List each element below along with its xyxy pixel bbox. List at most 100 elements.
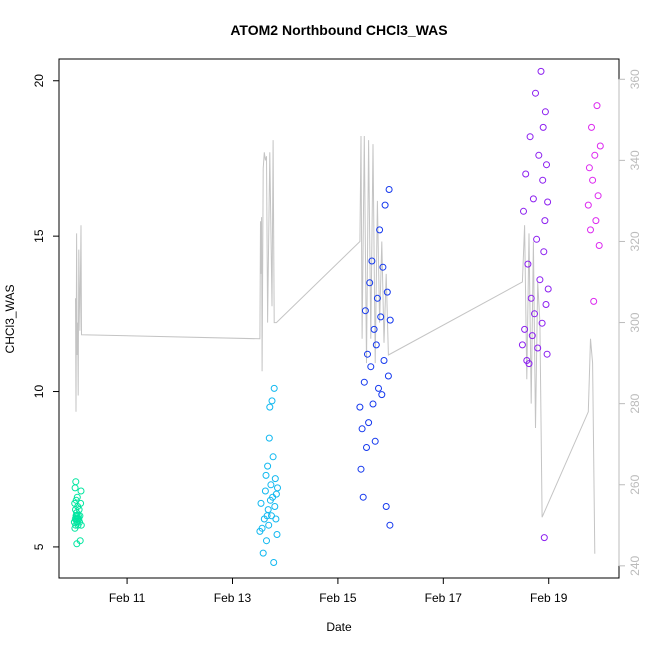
data-point <box>370 325 378 333</box>
y2-tick-label: 360 <box>628 69 642 89</box>
x-tick-label: Feb 11 <box>109 591 146 605</box>
x-tick-label: Feb 15 <box>319 591 357 605</box>
data-point <box>383 288 391 296</box>
data-point <box>372 341 380 349</box>
data-point <box>72 478 80 486</box>
data-point <box>534 344 542 352</box>
data-point <box>381 201 389 209</box>
y2-tick-label: 300 <box>628 312 642 332</box>
data-point <box>357 465 365 473</box>
scatter-series-5 <box>584 102 604 305</box>
data-point <box>366 279 374 287</box>
data-point <box>380 357 388 364</box>
data-point <box>520 207 527 215</box>
data-point <box>266 403 274 411</box>
data-point <box>271 503 279 510</box>
data-point <box>539 123 547 131</box>
data-point <box>382 503 390 510</box>
data-point <box>361 307 369 315</box>
data-point <box>268 397 276 405</box>
data-point <box>585 164 593 172</box>
data-point <box>540 534 548 542</box>
data-point <box>543 350 551 358</box>
data-point <box>77 487 85 495</box>
data-point <box>529 195 537 203</box>
data-point <box>584 201 592 209</box>
data-point <box>263 537 270 545</box>
data-point <box>358 425 366 433</box>
data-point <box>360 378 368 386</box>
data-point <box>274 484 281 492</box>
data-point <box>262 471 270 479</box>
data-point <box>540 248 548 256</box>
data-point <box>77 521 85 529</box>
axes-layer: Feb 11 Feb 13 Feb 15 Feb 17 Feb 19 5 10 15 20 240… <box>32 58 642 605</box>
data-point <box>264 506 272 514</box>
chart-title: ATOM2 Northbound CHCl3_WAS <box>230 22 447 38</box>
data-point <box>258 524 266 532</box>
y2-tick-label: 240 <box>628 556 642 576</box>
data-point <box>386 521 394 529</box>
data-point <box>526 133 534 141</box>
data-point <box>379 263 387 271</box>
data-point <box>538 319 546 327</box>
data-point <box>272 515 280 523</box>
points-layer <box>70 67 604 566</box>
data-point <box>265 434 273 442</box>
y2-tick-label: 340 <box>628 150 642 170</box>
data-point <box>533 235 541 243</box>
data-point <box>536 276 544 284</box>
data-point <box>364 350 371 358</box>
data-point <box>261 487 269 495</box>
data-point <box>541 108 549 116</box>
data-point <box>531 310 538 318</box>
data-point <box>521 325 529 333</box>
data-point <box>386 316 394 324</box>
data-point <box>589 176 597 184</box>
data-point <box>518 341 526 349</box>
data-point <box>375 384 382 392</box>
data-point <box>273 531 281 538</box>
data-point <box>596 142 604 150</box>
data-point <box>356 403 364 411</box>
data-point <box>76 512 84 520</box>
data-point <box>267 481 275 489</box>
data-point <box>535 151 543 159</box>
data-point <box>384 372 392 380</box>
scatter-series-2 <box>256 384 281 566</box>
data-point <box>539 176 547 184</box>
y-tick-label: 5 <box>32 543 46 550</box>
data-point <box>588 123 595 131</box>
data-point <box>544 198 552 206</box>
data-point <box>373 294 381 302</box>
data-point <box>264 462 272 470</box>
data-point <box>544 285 552 293</box>
scatter-series-4 <box>518 67 552 542</box>
y2-tick-label: 280 <box>628 393 642 413</box>
data-point <box>270 559 278 566</box>
data-point <box>365 419 373 427</box>
data-point <box>265 521 273 529</box>
data-point <box>75 515 83 523</box>
data-point <box>359 493 367 501</box>
data-point <box>76 537 84 545</box>
data-point <box>270 384 278 392</box>
line-series-layer <box>75 135 596 554</box>
data-point <box>542 301 550 308</box>
data-point <box>587 226 594 234</box>
data-point <box>368 257 376 265</box>
data-point <box>524 260 532 268</box>
data-point <box>271 475 279 483</box>
data-point <box>378 391 386 399</box>
data-point <box>592 217 600 225</box>
y2-tick-label: 260 <box>628 474 642 494</box>
data-point <box>525 360 533 368</box>
data-point <box>259 549 267 557</box>
y-tick-label: 20 <box>32 74 46 88</box>
data-point <box>269 453 277 461</box>
data-point <box>522 170 530 178</box>
data-point <box>367 363 375 371</box>
